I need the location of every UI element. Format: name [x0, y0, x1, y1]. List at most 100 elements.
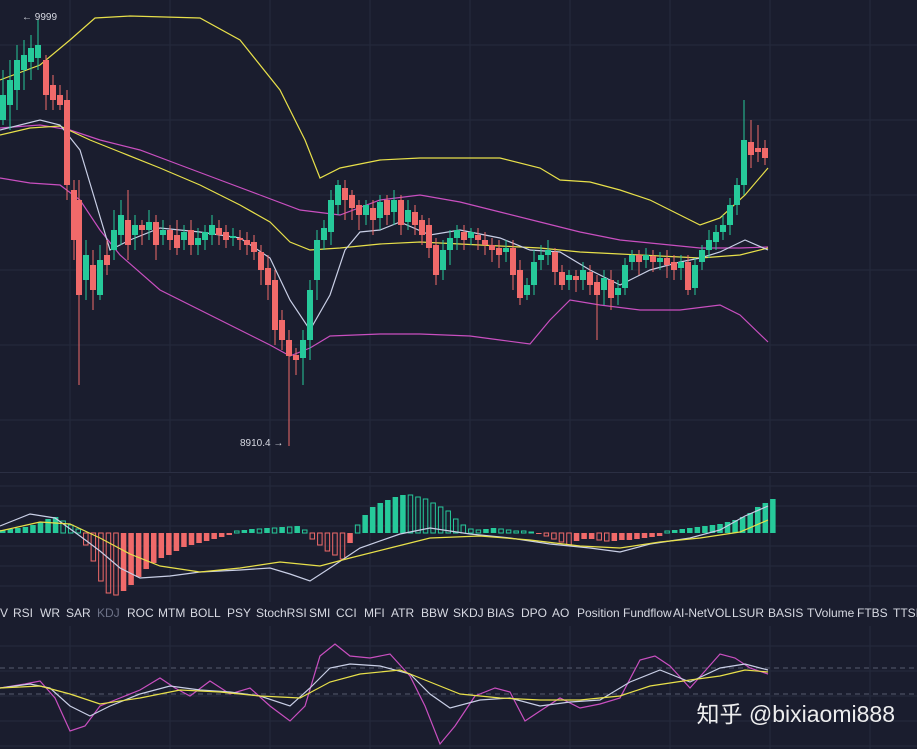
macd-histogram-chart[interactable]: [0, 476, 917, 602]
macd-bar: [143, 533, 149, 569]
oscillator-chart[interactable]: [0, 626, 917, 749]
pane-divider[interactable]: [0, 472, 917, 473]
candle-body: [426, 225, 432, 248]
tab-cci[interactable]: CCI: [336, 606, 357, 620]
macd-bar: [385, 500, 391, 533]
candle-body: [146, 222, 152, 230]
tab-position[interactable]: Position: [577, 606, 620, 620]
candle-body: [454, 230, 460, 238]
candle-body: [0, 95, 6, 120]
tab-smi[interactable]: SMI: [309, 606, 331, 620]
candle-body: [461, 232, 467, 240]
candle-body: [90, 265, 96, 290]
candle-body: [433, 245, 439, 275]
tab-ttsi[interactable]: TTSI: [893, 606, 917, 620]
candlestick-chart[interactable]: [0, 0, 917, 472]
macd-bar: [15, 528, 21, 533]
candle-body: [552, 252, 558, 272]
tab-sar[interactable]: SAR: [66, 606, 91, 620]
candle-body: [615, 288, 621, 295]
macd-bar: [196, 533, 202, 543]
tab-bbw[interactable]: BBW: [421, 606, 449, 620]
tab-tvolume[interactable]: TVolume: [807, 606, 855, 620]
candle-body: [293, 355, 299, 360]
macd-bar: [709, 525, 716, 533]
macd-bar: [445, 510, 451, 534]
tab-boll[interactable]: BOLL: [190, 606, 221, 620]
boll-lower-line: [0, 177, 769, 357]
macd-bar: [0, 530, 6, 533]
candle-body: [195, 238, 201, 245]
candle-body: [132, 225, 138, 235]
candle-body: [727, 205, 733, 225]
tab-roc[interactable]: ROC: [127, 606, 154, 620]
tab-lsur[interactable]: LSUR: [732, 606, 765, 620]
macd-bar: [573, 533, 580, 541]
candle-body: [762, 148, 768, 158]
macd-bar: [453, 518, 459, 534]
candle-body: [363, 205, 369, 215]
macd-bar: [158, 533, 165, 558]
tab-bias[interactable]: BIAS: [487, 606, 515, 620]
tab-mfi[interactable]: MFI: [364, 606, 385, 620]
macd-bar: [468, 528, 474, 534]
tab-kdj[interactable]: KDJ: [97, 606, 120, 620]
macd-bar: [604, 532, 610, 542]
tab-rsi[interactable]: RSI: [13, 606, 34, 620]
tab-ao[interactable]: AO: [552, 606, 570, 620]
macd-bar: [770, 499, 776, 533]
tab-psy[interactable]: PSY: [227, 606, 252, 620]
tab-wr[interactable]: WR: [40, 606, 60, 620]
tab-dpo[interactable]: DPO: [521, 606, 548, 620]
tab-v[interactable]: V: [0, 606, 9, 620]
macd-bar: [362, 515, 368, 533]
candle-body: [755, 148, 761, 152]
oscillator-fast-line: [0, 643, 769, 746]
macd-bar: [671, 530, 678, 533]
candle-body: [118, 215, 124, 235]
tab-fundflow[interactable]: Fundflow: [623, 606, 672, 620]
candle-body: [384, 200, 390, 215]
macd-bar: [702, 526, 708, 533]
candle-body: [202, 232, 208, 240]
candle-body: [398, 200, 404, 225]
candle-body: [580, 270, 586, 280]
tab-ftbs[interactable]: FTBS: [857, 606, 888, 620]
macd-bar: [105, 532, 112, 594]
macd-bar: [60, 520, 66, 534]
macd-bar: [739, 517, 746, 533]
candle-body: [720, 225, 726, 232]
macd-bar: [558, 532, 565, 543]
tab-atr[interactable]: ATR: [391, 606, 415, 620]
oscillator-mid-line: [0, 663, 769, 717]
macd-bar: [7, 529, 14, 533]
tab-skdj[interactable]: SKDJ: [453, 606, 484, 620]
candle-body: [153, 222, 159, 245]
candle-body: [21, 55, 27, 70]
candle-body: [279, 320, 285, 340]
macd-bar: [135, 533, 142, 577]
tab-mtm[interactable]: MTM: [158, 606, 186, 620]
macd-bar: [717, 524, 723, 533]
candle-body: [244, 240, 250, 245]
candle-body: [496, 248, 502, 255]
candle-body: [517, 270, 523, 298]
tab-basis[interactable]: BASIS: [768, 606, 804, 620]
macd-bar: [264, 528, 270, 533]
macd-bar: [626, 533, 633, 540]
macd-bar: [664, 530, 670, 534]
macd-bar: [513, 530, 519, 534]
candle-body: [531, 262, 537, 285]
tab-stochrsi[interactable]: StochRSI: [256, 606, 307, 620]
macd-bar: [317, 532, 323, 546]
macd-bar: [166, 533, 172, 555]
macd-pane[interactable]: [0, 476, 917, 602]
macd-bar: [634, 533, 640, 539]
ma-short-line: [0, 119, 769, 332]
candle-body: [97, 260, 103, 295]
macd-bar: [30, 525, 36, 533]
oscillator-pane[interactable]: [0, 626, 917, 749]
price-chart[interactable]: ← 9999 8910.4 →: [0, 0, 917, 472]
tab-ai-netvol[interactable]: AI-NetVOL: [673, 606, 732, 620]
macd-bar: [596, 532, 602, 541]
